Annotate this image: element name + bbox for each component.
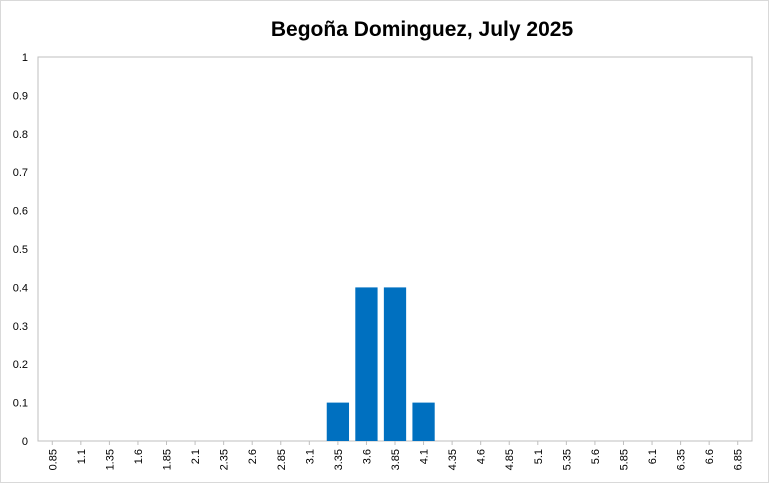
y-tick-label: 0 bbox=[22, 436, 28, 448]
x-tick-label: 3.1 bbox=[304, 449, 316, 464]
x-tick-label: 5.35 bbox=[561, 449, 573, 470]
x-tick-label: 1.1 bbox=[76, 449, 88, 464]
y-tick-label: 0.8 bbox=[13, 129, 28, 141]
y-axis-ticks: 0 0.1 0.2 0.3 0.4 0.5 0.6 0.7 0.8 0.9 1 bbox=[13, 52, 28, 448]
x-tick-label: 4.1 bbox=[419, 449, 431, 464]
bar bbox=[355, 287, 378, 441]
chart-title: Begoña Dominguez, July 2025 bbox=[270, 18, 574, 41]
x-tick-label: 2.1 bbox=[190, 449, 202, 464]
x-tick-label: 0.85 bbox=[47, 449, 59, 470]
bar bbox=[326, 402, 350, 441]
x-tick-label: 6.6 bbox=[704, 449, 716, 464]
x-tick-label: 2.35 bbox=[219, 449, 231, 470]
y-tick-label: 0.4 bbox=[13, 282, 28, 294]
bars bbox=[326, 287, 435, 441]
x-axis-ticks: 0.85 1.1 1.35 1.6 1.85 2.1 2.35 2.6 2.85 3.1 3.35 3… bbox=[47, 441, 745, 470]
x-tick-label: 4.6 bbox=[476, 449, 488, 464]
x-tick-label: 3.35 bbox=[333, 449, 345, 470]
x-tick-label: 1.6 bbox=[133, 449, 145, 464]
y-tick-label: 0.1 bbox=[13, 398, 28, 410]
x-tick-label: 3.85 bbox=[390, 449, 402, 470]
x-tick-label: 6.85 bbox=[733, 449, 745, 470]
y-tick-label: 1 bbox=[22, 52, 28, 64]
y-tick-label: 0.5 bbox=[13, 244, 28, 256]
x-tick-label: 6.1 bbox=[647, 449, 659, 464]
bar bbox=[412, 402, 435, 441]
x-tick-label: 2.6 bbox=[247, 449, 259, 464]
y-tick-label: 0.3 bbox=[13, 321, 28, 333]
x-tick-label: 4.35 bbox=[447, 449, 459, 470]
x-tick-label: 5.6 bbox=[590, 449, 602, 464]
y-tick-label: 0.9 bbox=[13, 90, 28, 102]
y-tick-label: 0.2 bbox=[13, 359, 28, 371]
x-tick-label: 3.6 bbox=[361, 449, 373, 464]
x-tick-label: 6.35 bbox=[676, 449, 688, 470]
x-tick-label: 5.1 bbox=[533, 449, 545, 464]
x-tick-label: 1.85 bbox=[162, 449, 174, 470]
y-tick-label: 0.6 bbox=[13, 206, 28, 218]
y-tick-label: 0.7 bbox=[13, 167, 28, 179]
x-tick-label: 2.85 bbox=[276, 449, 288, 470]
x-tick-label: 5.85 bbox=[618, 449, 630, 470]
bar bbox=[383, 287, 407, 441]
x-tick-label: 4.85 bbox=[504, 449, 516, 470]
x-tick-label: 1.35 bbox=[104, 449, 116, 470]
